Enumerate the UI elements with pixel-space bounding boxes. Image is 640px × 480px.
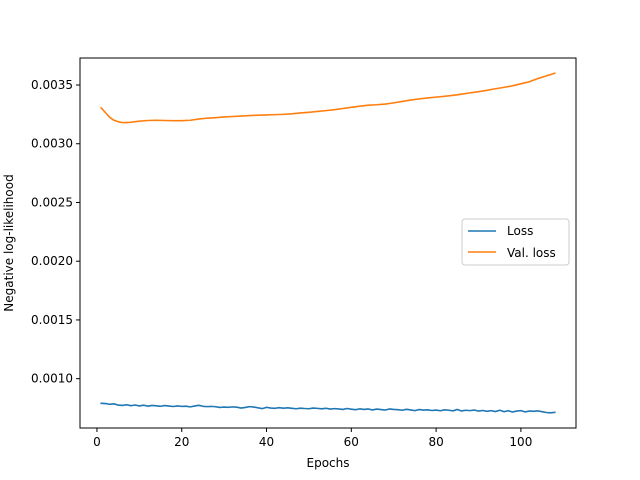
- series-line-val-loss: [100, 72, 556, 124]
- y-tick-label: 0.0035: [31, 78, 73, 92]
- x-tick-label: 40: [259, 435, 274, 449]
- x-tick-label: 0: [93, 435, 101, 449]
- x-tick-label: 80: [428, 435, 443, 449]
- series-line-loss: [100, 402, 556, 414]
- y-axis-ticks: 0.0010 0.0015 0.0020 0.0025 0.0030 0.0035: [31, 78, 80, 386]
- x-tick-label: 60: [344, 435, 359, 449]
- legend-label-val-loss: Val. loss: [507, 246, 556, 260]
- y-tick-label: 0.0010: [31, 372, 73, 386]
- y-axis-label: Negative log-likelihood: [2, 174, 16, 311]
- y-tick-label: 0.0015: [31, 313, 73, 327]
- y-tick-label: 0.0030: [31, 137, 73, 151]
- y-tick-label: 0.0025: [31, 195, 73, 209]
- x-axis-ticks: 0 20 40 60 80 100: [93, 428, 532, 449]
- x-tick-label: 100: [509, 435, 532, 449]
- series-layer: [100, 72, 556, 414]
- x-tick-label: 20: [174, 435, 189, 449]
- legend: Loss Val. loss: [461, 218, 570, 266]
- legend-label-loss: Loss: [507, 224, 533, 238]
- plot-frame: [79, 57, 577, 429]
- x-axis-label: Epochs: [307, 456, 350, 470]
- y-tick-label: 0.0020: [31, 254, 73, 268]
